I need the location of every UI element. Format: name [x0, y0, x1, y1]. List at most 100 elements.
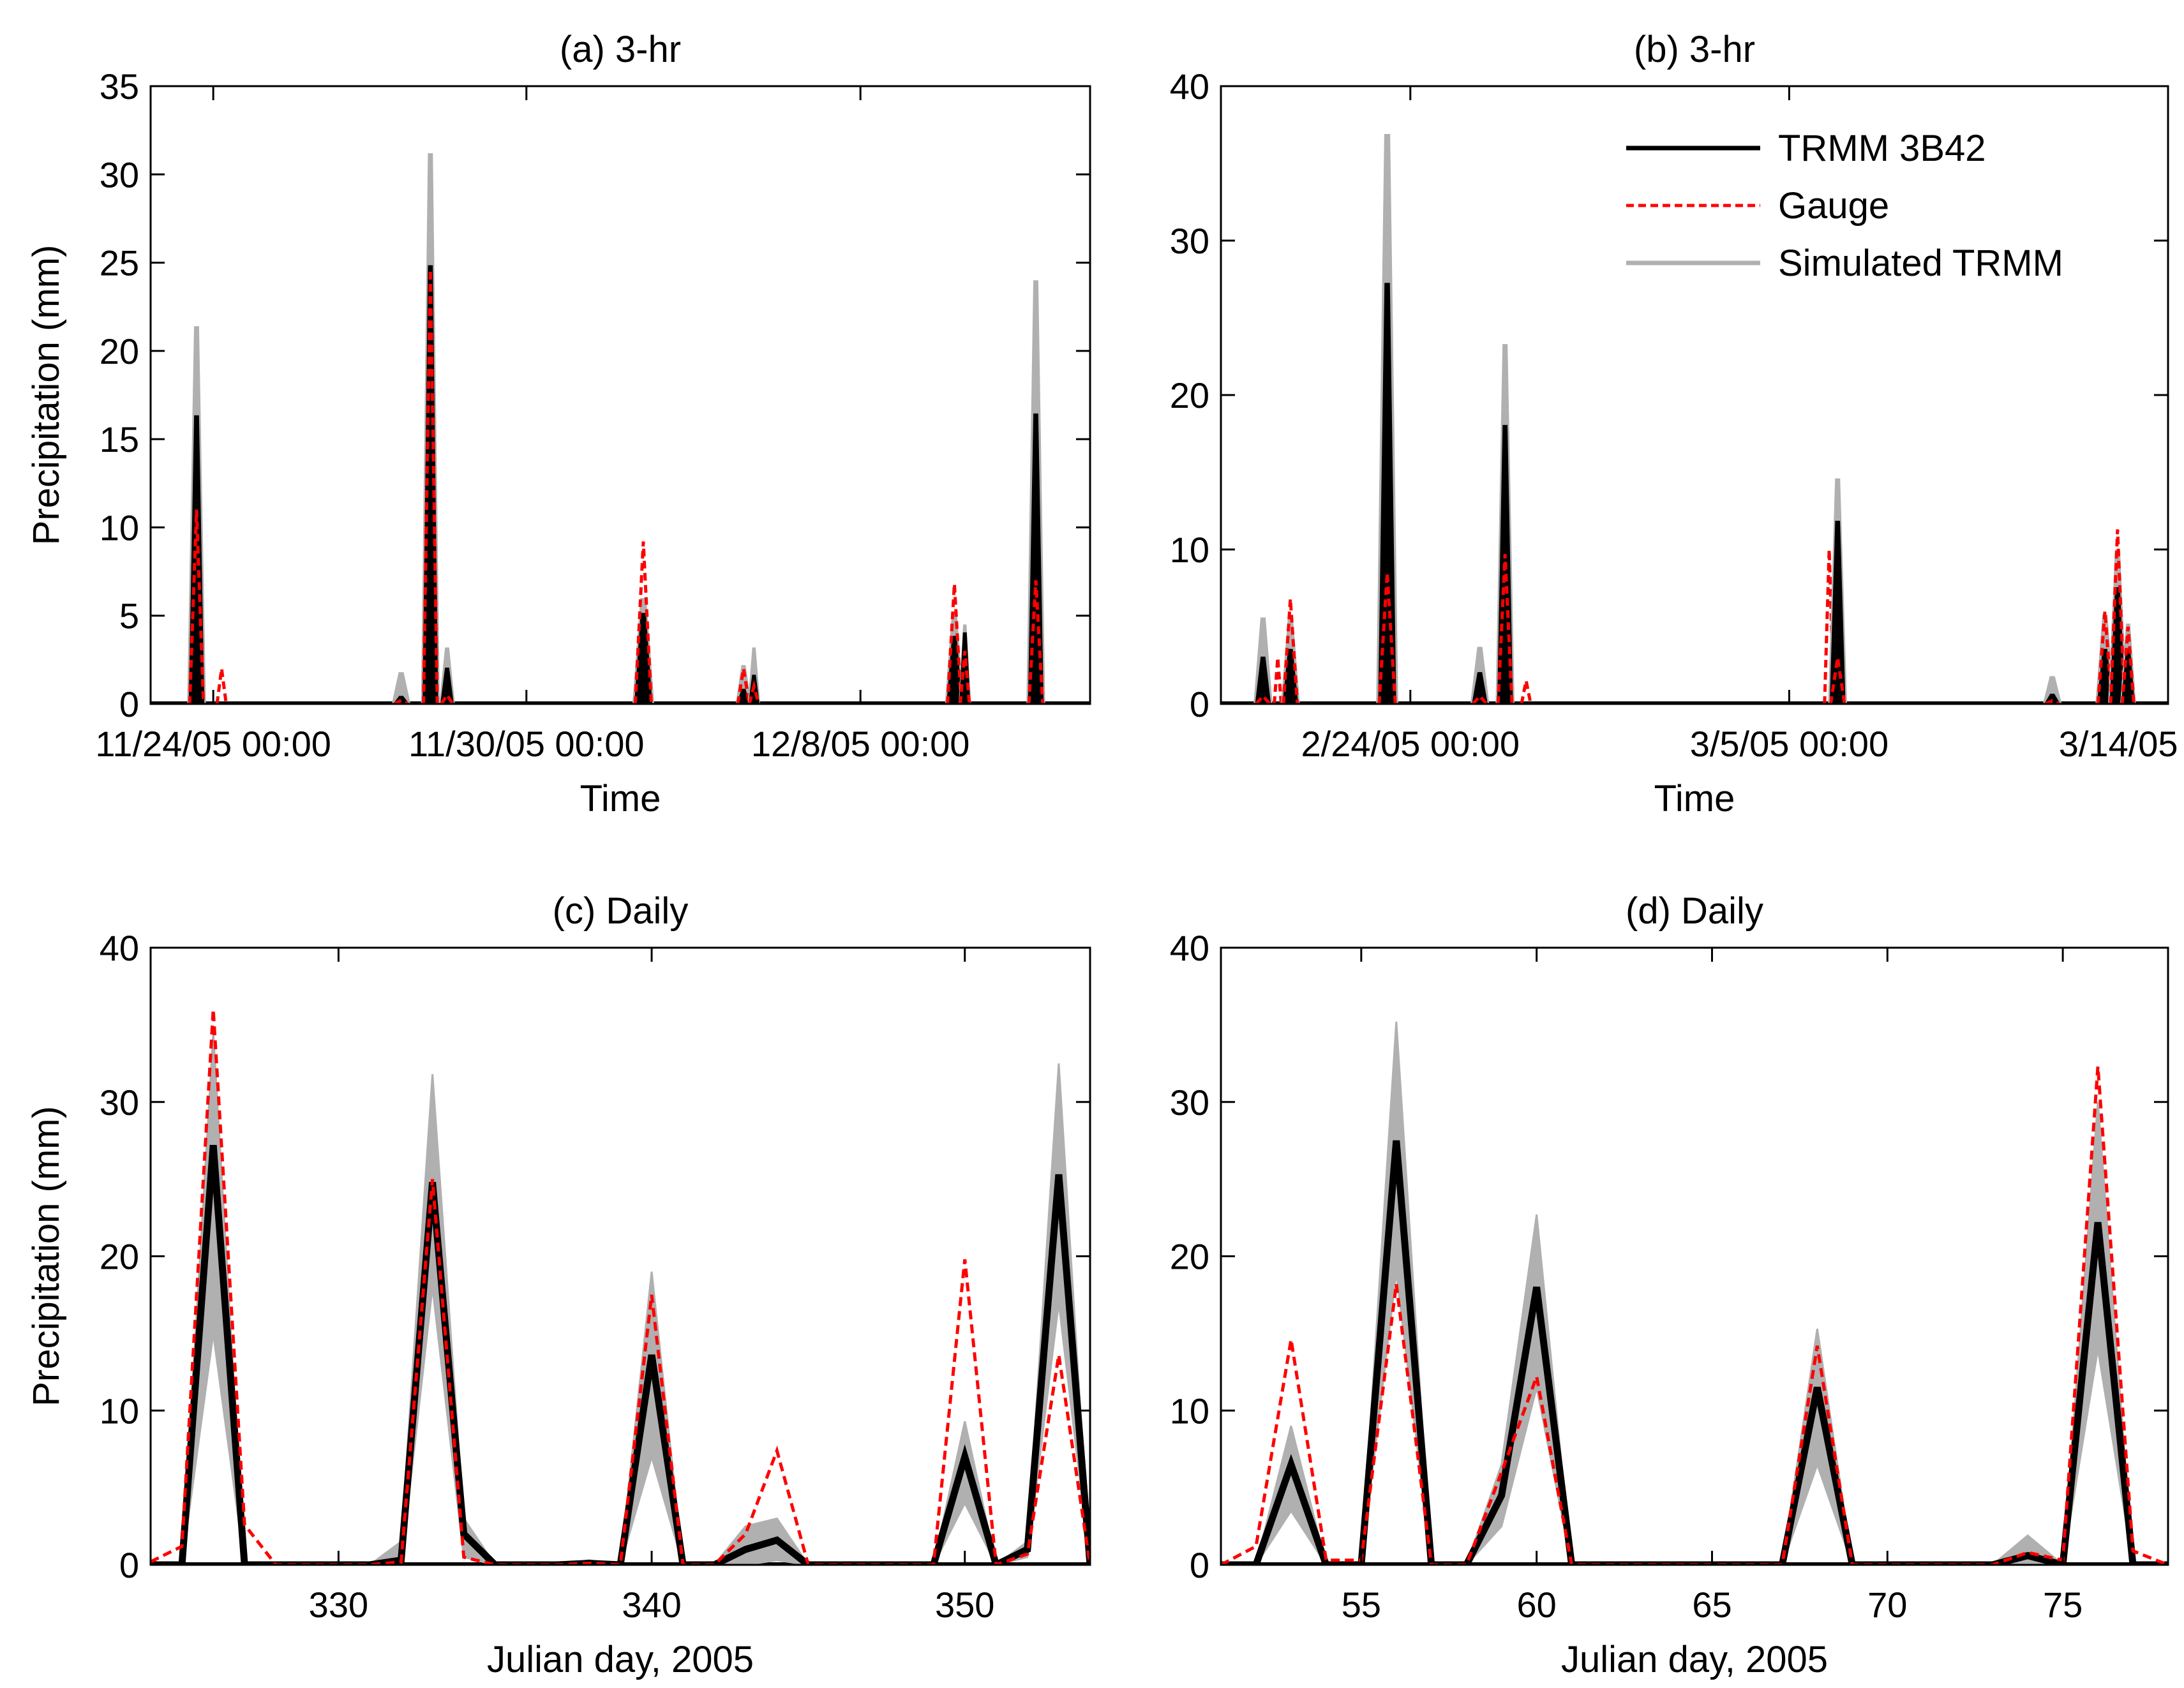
axes-frame — [149, 946, 1091, 1566]
trmm-line — [1221, 1140, 2168, 1565]
sim-trmm-band — [151, 1032, 1090, 1565]
axes-frame — [1220, 85, 2169, 705]
x-tick-label: 70 — [1867, 1585, 1907, 1625]
y-tick-label: 40 — [1170, 66, 1209, 107]
x-tick-label: 11/30/05 00:00 — [408, 724, 645, 764]
y-axis-label: Precipitation (mm) — [26, 1106, 67, 1407]
x-tick-label: 330 — [309, 1585, 368, 1625]
axes-frame — [1220, 946, 2169, 1566]
gauge-spike — [633, 541, 654, 704]
y-tick-label: 0 — [119, 1545, 139, 1585]
sim-trmm-spike — [391, 672, 411, 704]
gauge-spike — [1829, 657, 1846, 704]
gauge-spike — [1471, 694, 1488, 704]
y-axis-label: Precipitation (mm) — [26, 245, 67, 546]
trmm-spike — [1255, 656, 1271, 704]
gauge-spike — [946, 583, 963, 704]
gauge-spike — [440, 692, 454, 704]
y-tick-label: 20 — [100, 331, 139, 371]
gauge-spike — [1377, 572, 1397, 704]
chart-title: (a) 3-hr — [560, 29, 681, 70]
gauge-spike — [1520, 680, 1532, 704]
trmm-line — [151, 1145, 1090, 1565]
trmm-spike — [737, 689, 751, 704]
trmm-spike — [1472, 672, 1488, 704]
gauge-spike — [2044, 699, 2060, 704]
y-tick-label: 30 — [1170, 221, 1209, 261]
trmm-spike — [440, 668, 454, 704]
x-tick-label: 60 — [1517, 1585, 1557, 1625]
trmm-spike — [1829, 520, 1846, 704]
y-tick-label: 10 — [100, 1391, 139, 1431]
y-tick-label: 20 — [1170, 1237, 1209, 1277]
trmm-spike — [1282, 648, 1299, 704]
y-tick-label: 0 — [119, 684, 139, 724]
x-tick-label: 340 — [622, 1585, 681, 1625]
plot-area — [151, 153, 1090, 704]
gauge-spike — [959, 650, 971, 704]
x-tick-label: 12/8/05 00:00 — [751, 724, 970, 764]
trmm-spike — [2097, 648, 2113, 704]
legend-label: Gauge — [1778, 185, 1889, 227]
x-tick-label: 3/5/05 00:00 — [1690, 724, 1889, 764]
trmm-spike — [959, 632, 971, 704]
legend-label: Simulated TRMM — [1778, 243, 2063, 284]
trmm-spike — [634, 613, 653, 704]
y-tick-label: 30 — [100, 1082, 139, 1123]
gauge-spike — [1255, 694, 1271, 704]
gauge-spike — [1027, 580, 1045, 704]
y-tick-label: 20 — [1170, 375, 1209, 415]
x-tick-label: 55 — [1342, 1585, 1381, 1625]
y-tick-label: 35 — [100, 66, 139, 107]
panel-b: 0 10 20 30 40 2/24/05 00:00 3/5/05 00:00 3/14/0… — [1170, 29, 2184, 819]
axes-frame — [149, 85, 1091, 705]
y-tick-label: 40 — [1170, 928, 1209, 968]
gauge-spike — [2096, 611, 2114, 704]
legend-label: TRMM 3B42 — [1778, 128, 1986, 169]
y-tick-label: 30 — [100, 154, 139, 195]
gauge-spike — [393, 698, 409, 704]
plot-area — [1221, 134, 2168, 704]
plot-area — [1221, 1021, 2168, 1565]
x-tick-label: 11/24/05 00:00 — [95, 724, 331, 764]
x-axis-label: Time — [1654, 778, 1735, 819]
gauge-spike — [2109, 529, 2127, 704]
y-tick-label: 5 — [119, 596, 139, 636]
gauge-spike — [747, 680, 760, 704]
x-tick-label: 350 — [935, 1585, 994, 1625]
legend: TRMM 3B42 Gauge Simulated TRMM — [1626, 128, 2063, 284]
gauge-spike — [1273, 657, 1283, 704]
panel-a: 0 5 10 15 20 25 30 35 11/24/05 00:00 11/30/05 00:… — [26, 29, 1091, 819]
y-tick-label: 10 — [1170, 530, 1209, 570]
chart-title: (d) Daily — [1626, 890, 1763, 932]
panel-c: 0 10 20 30 40 330 340 350 (c) Daily Julian day, 2… — [26, 890, 1091, 1680]
sim-trmm-band — [1221, 1021, 2168, 1565]
y-tick-label: 15 — [100, 419, 139, 459]
gauge-spike — [1282, 599, 1299, 704]
gauge-spike — [188, 509, 206, 704]
x-tick-label: 75 — [2043, 1585, 2083, 1625]
y-tick-label: 0 — [1190, 1545, 1209, 1585]
trmm-spike — [1378, 283, 1396, 704]
x-tick-label: 65 — [1692, 1585, 1731, 1625]
panel-d: 0 10 20 30 40 55 60 65 70 75 (d) Daily Julian day, … — [1170, 890, 2169, 1680]
y-tick-label: 10 — [1170, 1391, 1209, 1431]
gauge-line — [151, 1009, 1090, 1565]
chart-title: (b) 3-hr — [1634, 29, 1755, 70]
y-tick-label: 40 — [100, 928, 139, 968]
x-axis-label: Julian day, 2005 — [1561, 1639, 1828, 1680]
chart-title: (c) Daily — [553, 890, 689, 932]
y-tick-label: 10 — [100, 507, 139, 548]
x-axis-label: Julian day, 2005 — [487, 1639, 754, 1680]
plot-area — [151, 1009, 1090, 1565]
gauge-line — [1221, 1066, 2168, 1565]
y-tick-label: 20 — [100, 1237, 139, 1277]
gauge-spike — [2120, 626, 2135, 704]
gauge-spike — [215, 668, 228, 704]
y-tick-label: 0 — [1190, 684, 1209, 724]
sim-trmm-spike — [2042, 676, 2062, 704]
y-tick-label: 30 — [1170, 1082, 1209, 1123]
x-tick-label: 3/14/05 00:00 — [2059, 724, 2184, 764]
y-tick-label: 25 — [100, 243, 139, 283]
